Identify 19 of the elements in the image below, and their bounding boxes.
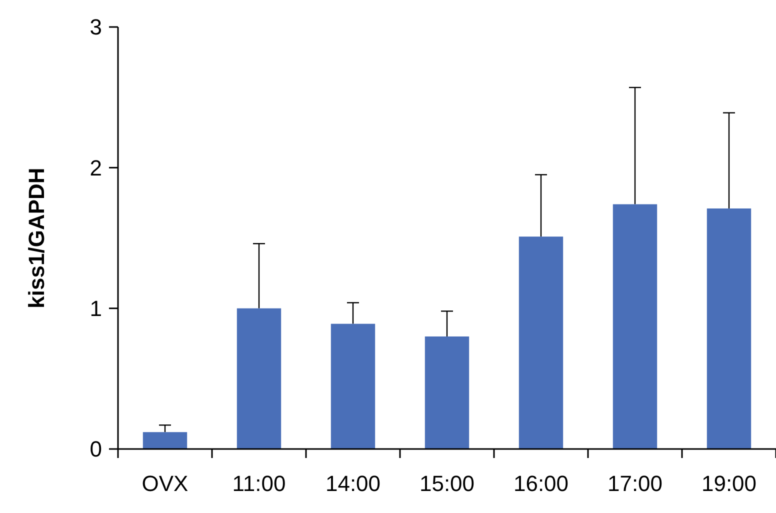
x-tick-label: 17:00 [607,471,663,496]
x-tick-label: 16:00 [513,471,569,496]
y-tick-label: 1 [90,296,102,322]
bar [706,208,752,449]
y-tick-label: 2 [90,155,102,180]
x-tick-label: 14:00 [325,471,381,496]
bar [424,336,470,449]
x-tick-label: 11:00 [232,471,286,496]
bar [518,236,564,449]
bar [612,204,658,449]
y-axis-title: kiss1/GAPDH [24,168,49,308]
x-tick-label: OVX [142,471,189,496]
bar [330,324,376,449]
y-tick-label: 0 [90,436,102,462]
bar [236,308,282,449]
x-tick-label: 15:00 [419,471,475,496]
bar [142,432,188,449]
y-tick-label: 3 [90,14,102,40]
x-tick-label: 19:00 [701,471,757,496]
